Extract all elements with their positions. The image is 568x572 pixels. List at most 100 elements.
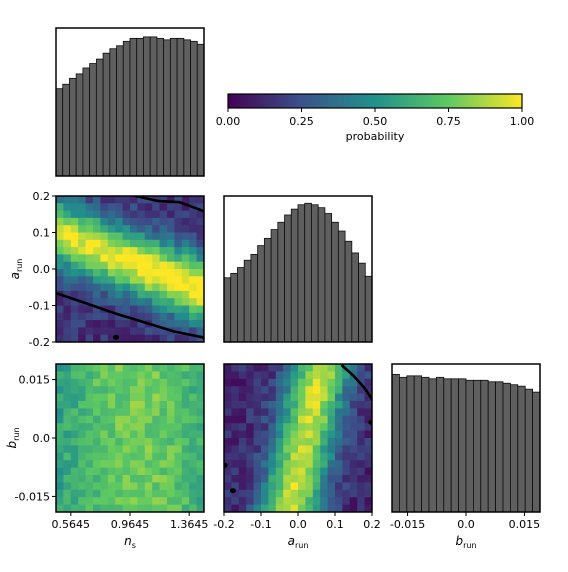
heat-ns-brun-cell <box>167 445 175 454</box>
heat-ns-arun-cell <box>100 239 109 248</box>
heat-ns-brun-cell <box>137 445 146 454</box>
heat-arun-brun-cell <box>231 497 240 505</box>
heat-ns-brun-cell <box>189 408 197 417</box>
arun-axis-xtick-label: 0.0 <box>289 518 307 531</box>
heat-arun-brun-cell <box>224 386 232 394</box>
heat-arun-brun-cell <box>268 452 277 461</box>
heat-ns-brun-cell <box>181 371 190 380</box>
hist-brun-bar <box>443 378 452 513</box>
heat-ns-arun-cell <box>70 247 79 255</box>
heat-ns-arun-cell <box>152 334 160 343</box>
heat-ns-brun-cell <box>189 415 197 424</box>
heat-ns-arun-cell <box>167 210 175 219</box>
heat-arun-brun-cell <box>238 460 247 468</box>
heat-arun-brun-cell <box>327 445 336 454</box>
heat-ns-brun-cell <box>152 430 160 439</box>
heat-ns-brun-cell <box>70 438 79 446</box>
heat-ns-brun-cell <box>85 364 94 372</box>
hist-arun-bar <box>277 221 285 343</box>
heat-ns-brun-cell <box>152 445 160 454</box>
heat-arun-brun-cell <box>246 489 254 498</box>
heat-ns-brun-cell <box>100 393 109 402</box>
heat-ns-brun-cell <box>196 460 205 468</box>
heat-arun-brun-cell <box>283 482 291 491</box>
heat-ns-arun-cell <box>137 210 146 219</box>
heat-ns-brun-cell <box>130 423 138 431</box>
heat-ns-arun-cell <box>159 232 168 241</box>
heat-ns-arun-cell <box>152 203 160 211</box>
heat-arun-brun-cell <box>305 371 314 380</box>
heat-ns-brun-cell <box>100 430 109 439</box>
heat-arun-brun-cell <box>261 489 269 498</box>
hist-ns-bar <box>183 39 191 177</box>
heat-ns-arun-cell <box>137 269 146 277</box>
heat-ns-arun-cell <box>181 283 190 292</box>
heat-arun-brun-cell <box>349 430 358 439</box>
heat-ns-arun-cell <box>85 305 94 314</box>
heat-ns-brun-cell <box>174 408 183 417</box>
hist-arun-bar <box>257 245 265 343</box>
heat-ns-arun-cell <box>181 290 190 299</box>
heat-ns-brun-cell <box>181 386 190 394</box>
heat-ns-arun-cell <box>137 312 146 321</box>
heat-ns-arun-cell <box>189 196 197 204</box>
heat-ns-arun-cell <box>100 203 109 211</box>
heat-ns-brun-cell <box>115 386 123 394</box>
heat-ns-arun-cell <box>174 203 183 211</box>
heat-arun-brun-cell <box>246 504 254 513</box>
heat-ns-brun-cell <box>196 489 205 498</box>
heat-ns-brun-cell <box>130 401 138 409</box>
heat-ns-arun-cell <box>189 298 197 306</box>
heat-ns-arun-cell <box>137 261 146 270</box>
heat-ns-brun-cell <box>107 408 116 417</box>
heat-ns-arun-cell <box>85 239 94 248</box>
heat-ns-arun-cell <box>174 290 183 299</box>
heat-arun-brun-cell <box>335 393 343 402</box>
heat-arun-brun-cell <box>261 371 269 380</box>
hist-ns-bar <box>149 36 158 177</box>
heat-ns-arun-cell <box>100 210 109 219</box>
heat-arun-brun-cell <box>349 386 358 394</box>
heat-ns-arun-cell <box>137 225 146 233</box>
heat-ns-brun-cell <box>63 475 72 483</box>
heat-ns-brun-cell <box>167 364 175 372</box>
heat-ns-brun-cell <box>115 408 123 417</box>
heat-arun-brun-cell <box>320 445 328 454</box>
heat-arun-brun-contour-blob <box>224 462 228 468</box>
heat-ns-brun-cell <box>85 386 94 394</box>
heat-arun-brun-cell <box>305 460 314 468</box>
heat-ns-brun-cell <box>189 371 197 380</box>
heat-arun-brun-cell <box>283 364 291 372</box>
heat-arun-brun-cell <box>312 408 321 417</box>
heat-ns-arun-cell <box>189 261 197 270</box>
heat-ns-arun-cell <box>174 283 183 292</box>
heat-ns-brun-cell <box>85 497 94 505</box>
heat-ns-brun-cell <box>159 378 168 387</box>
heat-ns-arun-cell <box>122 225 131 233</box>
heat-arun-brun-cell <box>268 393 277 402</box>
heat-ns-brun-cell <box>107 504 116 513</box>
heat-arun-brun-cell <box>335 467 343 476</box>
heat-ns-brun-cell <box>159 460 168 468</box>
heat-ns-brun-cell <box>152 401 160 409</box>
heat-ns-arun-cell <box>144 283 153 292</box>
heat-ns-arun-cell <box>196 312 205 321</box>
heat-arun-brun-cell <box>342 386 351 394</box>
heat-ns-arun-cell <box>189 320 197 328</box>
heat-ns-brun-cell <box>152 504 160 513</box>
heat-ns-arun-cell <box>181 239 190 248</box>
heat-ns-brun-cell <box>63 371 72 380</box>
heat-ns-arun-cell <box>167 254 175 263</box>
heat-ns-brun-cell <box>107 393 116 402</box>
colorbar-label: probability <box>346 130 405 143</box>
heat-ns-arun-cell <box>93 203 101 211</box>
heat-ns-brun-cell <box>85 371 94 380</box>
heat-ns-brun-cell <box>196 452 205 461</box>
heat-ns-brun-cell <box>122 504 131 513</box>
heat-arun-brun-cell <box>246 371 254 380</box>
heat-arun-brun-cell <box>305 401 314 409</box>
heat-ns-arun-cell <box>181 269 190 277</box>
heat-ns-arun-cell <box>115 254 123 263</box>
heat-ns-arun-cell <box>85 196 94 204</box>
